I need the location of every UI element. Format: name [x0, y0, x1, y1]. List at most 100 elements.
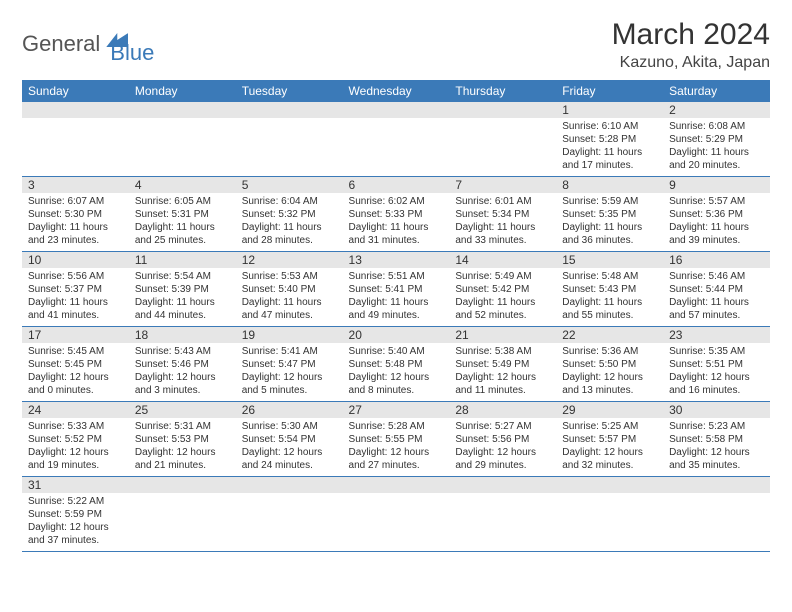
day-cell: 20Sunrise: 5:40 AMSunset: 5:48 PMDayligh…	[343, 327, 450, 402]
sunset-text: Sunset: 5:57 PM	[562, 433, 657, 446]
sunset-text: Sunset: 5:39 PM	[135, 283, 230, 296]
sunset-text: Sunset: 5:50 PM	[562, 358, 657, 371]
empty-cell	[129, 102, 236, 177]
day-data: Sunrise: 6:10 AMSunset: 5:28 PMDaylight:…	[556, 118, 663, 176]
sunset-text: Sunset: 5:40 PM	[242, 283, 337, 296]
daylight-text: Daylight: 12 hours and 16 minutes.	[669, 371, 764, 397]
day-cell: 23Sunrise: 5:35 AMSunset: 5:51 PMDayligh…	[663, 327, 770, 402]
day-cell: 13Sunrise: 5:51 AMSunset: 5:41 PMDayligh…	[343, 252, 450, 327]
logo-text-general: General	[22, 31, 100, 57]
sunset-text: Sunset: 5:37 PM	[28, 283, 123, 296]
sunset-text: Sunset: 5:42 PM	[455, 283, 550, 296]
sunrise-text: Sunrise: 5:31 AM	[135, 420, 230, 433]
sunset-text: Sunset: 5:36 PM	[669, 208, 764, 221]
calendar-row: 3Sunrise: 6:07 AMSunset: 5:30 PMDaylight…	[22, 177, 770, 252]
empty-daynum	[556, 477, 663, 493]
day-data: Sunrise: 5:35 AMSunset: 5:51 PMDaylight:…	[663, 343, 770, 401]
daylight-text: Daylight: 11 hours and 39 minutes.	[669, 221, 764, 247]
sunrise-text: Sunrise: 5:22 AM	[28, 495, 123, 508]
empty-cell	[22, 102, 129, 177]
day-data: Sunrise: 6:02 AMSunset: 5:33 PMDaylight:…	[343, 193, 450, 251]
empty-cell	[449, 102, 556, 177]
sunrise-text: Sunrise: 5:23 AM	[669, 420, 764, 433]
location-label: Kazuno, Akita, Japan	[612, 54, 770, 72]
empty-cell	[129, 477, 236, 552]
daylight-text: Daylight: 12 hours and 21 minutes.	[135, 446, 230, 472]
day-data: Sunrise: 6:04 AMSunset: 5:32 PMDaylight:…	[236, 193, 343, 251]
sunset-text: Sunset: 5:56 PM	[455, 433, 550, 446]
empty-daynum	[129, 102, 236, 118]
empty-cell	[236, 477, 343, 552]
day-data: Sunrise: 5:46 AMSunset: 5:44 PMDaylight:…	[663, 268, 770, 326]
sunrise-text: Sunrise: 6:07 AM	[28, 195, 123, 208]
daylight-text: Daylight: 12 hours and 32 minutes.	[562, 446, 657, 472]
sunrise-text: Sunrise: 5:27 AM	[455, 420, 550, 433]
day-data: Sunrise: 5:54 AMSunset: 5:39 PMDaylight:…	[129, 268, 236, 326]
sunset-text: Sunset: 5:52 PM	[28, 433, 123, 446]
day-cell: 18Sunrise: 5:43 AMSunset: 5:46 PMDayligh…	[129, 327, 236, 402]
day-data: Sunrise: 5:30 AMSunset: 5:54 PMDaylight:…	[236, 418, 343, 476]
sunset-text: Sunset: 5:55 PM	[349, 433, 444, 446]
sunset-text: Sunset: 5:45 PM	[28, 358, 123, 371]
weekday-header: Tuesday	[236, 80, 343, 102]
day-number: 15	[556, 252, 663, 268]
calendar-row: 24Sunrise: 5:33 AMSunset: 5:52 PMDayligh…	[22, 402, 770, 477]
weekday-header-row: SundayMondayTuesdayWednesdayThursdayFrid…	[22, 80, 770, 102]
sunset-text: Sunset: 5:58 PM	[669, 433, 764, 446]
day-data: Sunrise: 5:51 AMSunset: 5:41 PMDaylight:…	[343, 268, 450, 326]
day-data: Sunrise: 5:33 AMSunset: 5:52 PMDaylight:…	[22, 418, 129, 476]
empty-daynum	[343, 102, 450, 118]
day-data: Sunrise: 5:41 AMSunset: 5:47 PMDaylight:…	[236, 343, 343, 401]
day-number: 31	[22, 477, 129, 493]
day-number: 14	[449, 252, 556, 268]
day-cell: 10Sunrise: 5:56 AMSunset: 5:37 PMDayligh…	[22, 252, 129, 327]
sunrise-text: Sunrise: 5:30 AM	[242, 420, 337, 433]
daylight-text: Daylight: 11 hours and 28 minutes.	[242, 221, 337, 247]
empty-cell	[236, 102, 343, 177]
daylight-text: Daylight: 11 hours and 52 minutes.	[455, 296, 550, 322]
sunset-text: Sunset: 5:28 PM	[562, 133, 657, 146]
day-cell: 14Sunrise: 5:49 AMSunset: 5:42 PMDayligh…	[449, 252, 556, 327]
day-cell: 5Sunrise: 6:04 AMSunset: 5:32 PMDaylight…	[236, 177, 343, 252]
sunset-text: Sunset: 5:44 PM	[669, 283, 764, 296]
day-data: Sunrise: 6:07 AMSunset: 5:30 PMDaylight:…	[22, 193, 129, 251]
day-data: Sunrise: 5:49 AMSunset: 5:42 PMDaylight:…	[449, 268, 556, 326]
calendar-row: 1Sunrise: 6:10 AMSunset: 5:28 PMDaylight…	[22, 102, 770, 177]
empty-daynum	[343, 477, 450, 493]
day-cell: 30Sunrise: 5:23 AMSunset: 5:58 PMDayligh…	[663, 402, 770, 477]
weekday-header: Monday	[129, 80, 236, 102]
sunrise-text: Sunrise: 5:43 AM	[135, 345, 230, 358]
empty-cell	[556, 477, 663, 552]
day-cell: 6Sunrise: 6:02 AMSunset: 5:33 PMDaylight…	[343, 177, 450, 252]
empty-daynum	[449, 477, 556, 493]
day-cell: 27Sunrise: 5:28 AMSunset: 5:55 PMDayligh…	[343, 402, 450, 477]
sunset-text: Sunset: 5:49 PM	[455, 358, 550, 371]
day-cell: 8Sunrise: 5:59 AMSunset: 5:35 PMDaylight…	[556, 177, 663, 252]
sunrise-text: Sunrise: 5:56 AM	[28, 270, 123, 283]
day-cell: 3Sunrise: 6:07 AMSunset: 5:30 PMDaylight…	[22, 177, 129, 252]
weekday-header: Friday	[556, 80, 663, 102]
daylight-text: Daylight: 11 hours and 57 minutes.	[669, 296, 764, 322]
header: General Blue March 2024 Kazuno, Akita, J…	[22, 18, 770, 72]
day-number: 10	[22, 252, 129, 268]
daylight-text: Daylight: 11 hours and 20 minutes.	[669, 146, 764, 172]
daylight-text: Daylight: 11 hours and 49 minutes.	[349, 296, 444, 322]
daylight-text: Daylight: 12 hours and 0 minutes.	[28, 371, 123, 397]
calendar-body: 1Sunrise: 6:10 AMSunset: 5:28 PMDaylight…	[22, 102, 770, 552]
day-number: 22	[556, 327, 663, 343]
day-cell: 21Sunrise: 5:38 AMSunset: 5:49 PMDayligh…	[449, 327, 556, 402]
daylight-text: Daylight: 11 hours and 55 minutes.	[562, 296, 657, 322]
sunset-text: Sunset: 5:53 PM	[135, 433, 230, 446]
day-number: 11	[129, 252, 236, 268]
daylight-text: Daylight: 12 hours and 5 minutes.	[242, 371, 337, 397]
empty-cell	[343, 477, 450, 552]
day-data: Sunrise: 6:01 AMSunset: 5:34 PMDaylight:…	[449, 193, 556, 251]
sunrise-text: Sunrise: 5:28 AM	[349, 420, 444, 433]
day-number: 19	[236, 327, 343, 343]
sunset-text: Sunset: 5:48 PM	[349, 358, 444, 371]
sunset-text: Sunset: 5:35 PM	[562, 208, 657, 221]
day-number: 13	[343, 252, 450, 268]
sunrise-text: Sunrise: 5:49 AM	[455, 270, 550, 283]
sunrise-text: Sunrise: 5:48 AM	[562, 270, 657, 283]
day-number: 9	[663, 177, 770, 193]
